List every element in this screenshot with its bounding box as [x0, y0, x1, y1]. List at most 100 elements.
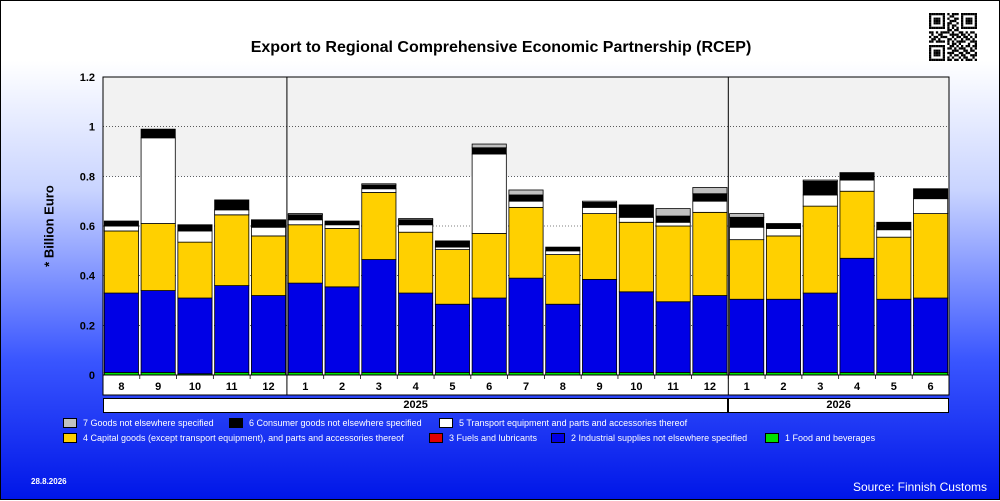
qr-module	[942, 22, 945, 25]
qr-module	[965, 22, 968, 25]
legend-item-6: 6 Consumer goods not elsewhere specified	[229, 418, 422, 428]
qr-module	[929, 15, 932, 18]
qr-module	[965, 51, 968, 55]
bar-segment	[802, 194, 838, 207]
x-tick-label: 10	[189, 381, 201, 393]
legend-swatch-4	[63, 433, 77, 443]
bar-segment	[324, 224, 360, 229]
qr-module	[949, 58, 952, 61]
x-tick-label: 10	[630, 381, 642, 393]
qr-module	[967, 38, 971, 41]
qr-module	[956, 22, 959, 25]
bar-segment	[655, 215, 691, 223]
x-tick-label: 9	[155, 381, 161, 393]
bar-segment	[618, 204, 654, 218]
qr-module	[931, 58, 934, 61]
qr-module	[972, 26, 975, 29]
qr-module	[954, 47, 957, 50]
qr-module	[970, 40, 973, 43]
x-tick-label: 3	[376, 381, 382, 393]
qr-module	[938, 51, 941, 55]
bar-segment	[287, 214, 323, 221]
x-tick-label: 9	[597, 381, 603, 393]
qr-module	[970, 54, 973, 57]
qr-module	[935, 49, 939, 52]
bar-segment	[214, 199, 250, 211]
qr-module	[949, 54, 952, 57]
qr-module	[931, 13, 934, 16]
bar-segment	[582, 278, 618, 373]
qr-module	[929, 35, 932, 39]
qr-module	[956, 17, 959, 20]
bar-segment	[398, 218, 434, 221]
year-label-2025: 2025	[103, 398, 729, 413]
bar-segment	[582, 213, 618, 280]
bar-segment	[913, 188, 949, 200]
qr-module	[958, 40, 961, 43]
qr-module	[967, 13, 971, 16]
qr-module	[933, 22, 936, 25]
qr-module	[972, 40, 975, 43]
qr-module	[942, 54, 945, 57]
year-label-2026: 2026	[728, 398, 949, 413]
qr-module	[974, 24, 977, 27]
qr-module	[963, 49, 966, 52]
qr-module	[942, 31, 945, 34]
qr-module	[974, 17, 977, 20]
x-tick-label: 12	[262, 381, 274, 393]
qr-module	[951, 33, 955, 36]
bar-segment	[398, 219, 434, 226]
legend-swatch-5	[439, 418, 453, 428]
qr-module	[970, 49, 973, 52]
qr-module	[961, 15, 964, 18]
qr-module	[965, 19, 968, 23]
bar-segment	[545, 246, 581, 252]
qr-module	[951, 31, 955, 34]
bar-segment	[692, 211, 728, 296]
bar-segment	[434, 249, 470, 305]
bar-segment	[545, 254, 581, 305]
qr-module	[956, 35, 959, 39]
bar-segment	[545, 303, 581, 373]
qr-module	[942, 13, 945, 16]
x-tick-label: 6	[486, 381, 492, 393]
qr-module	[942, 47, 945, 50]
qr-module	[965, 58, 968, 61]
qr-module	[949, 51, 952, 55]
qr-module	[945, 35, 948, 39]
bar-segment	[508, 200, 544, 208]
bar-segment	[582, 200, 618, 203]
bar-segment	[839, 172, 875, 181]
bar-segment	[361, 184, 397, 190]
qr-module	[958, 35, 961, 39]
qr-module	[954, 13, 957, 16]
qr-module	[931, 40, 934, 43]
bar-segment	[508, 194, 544, 202]
legend-item-5: 5 Transport equipment and parts and acce…	[439, 418, 687, 428]
bar-segment	[692, 200, 728, 213]
qr-module	[951, 42, 955, 45]
qr-module	[972, 56, 975, 59]
bar-segment	[692, 193, 728, 202]
qr-module	[965, 26, 968, 29]
qr-module	[933, 17, 936, 20]
qr-module	[972, 13, 975, 16]
bar-segment	[103, 225, 139, 232]
qr-module	[954, 49, 957, 52]
qr-module	[965, 31, 968, 34]
qr-module	[935, 54, 939, 57]
qr-module	[935, 22, 939, 25]
qr-module	[954, 58, 957, 61]
qr-module	[947, 26, 950, 29]
bar-segment	[214, 285, 250, 373]
qr-module	[935, 45, 939, 48]
bar-segment	[324, 286, 360, 373]
qr-module	[940, 40, 943, 43]
qr-module	[947, 38, 950, 41]
bar-segment	[177, 224, 213, 232]
qr-module	[942, 45, 945, 48]
legend-label-6: 6 Consumer goods not elsewhere specified	[249, 418, 422, 428]
bar-segment	[876, 236, 912, 300]
qr-module	[945, 31, 948, 34]
qr-module	[940, 35, 943, 39]
